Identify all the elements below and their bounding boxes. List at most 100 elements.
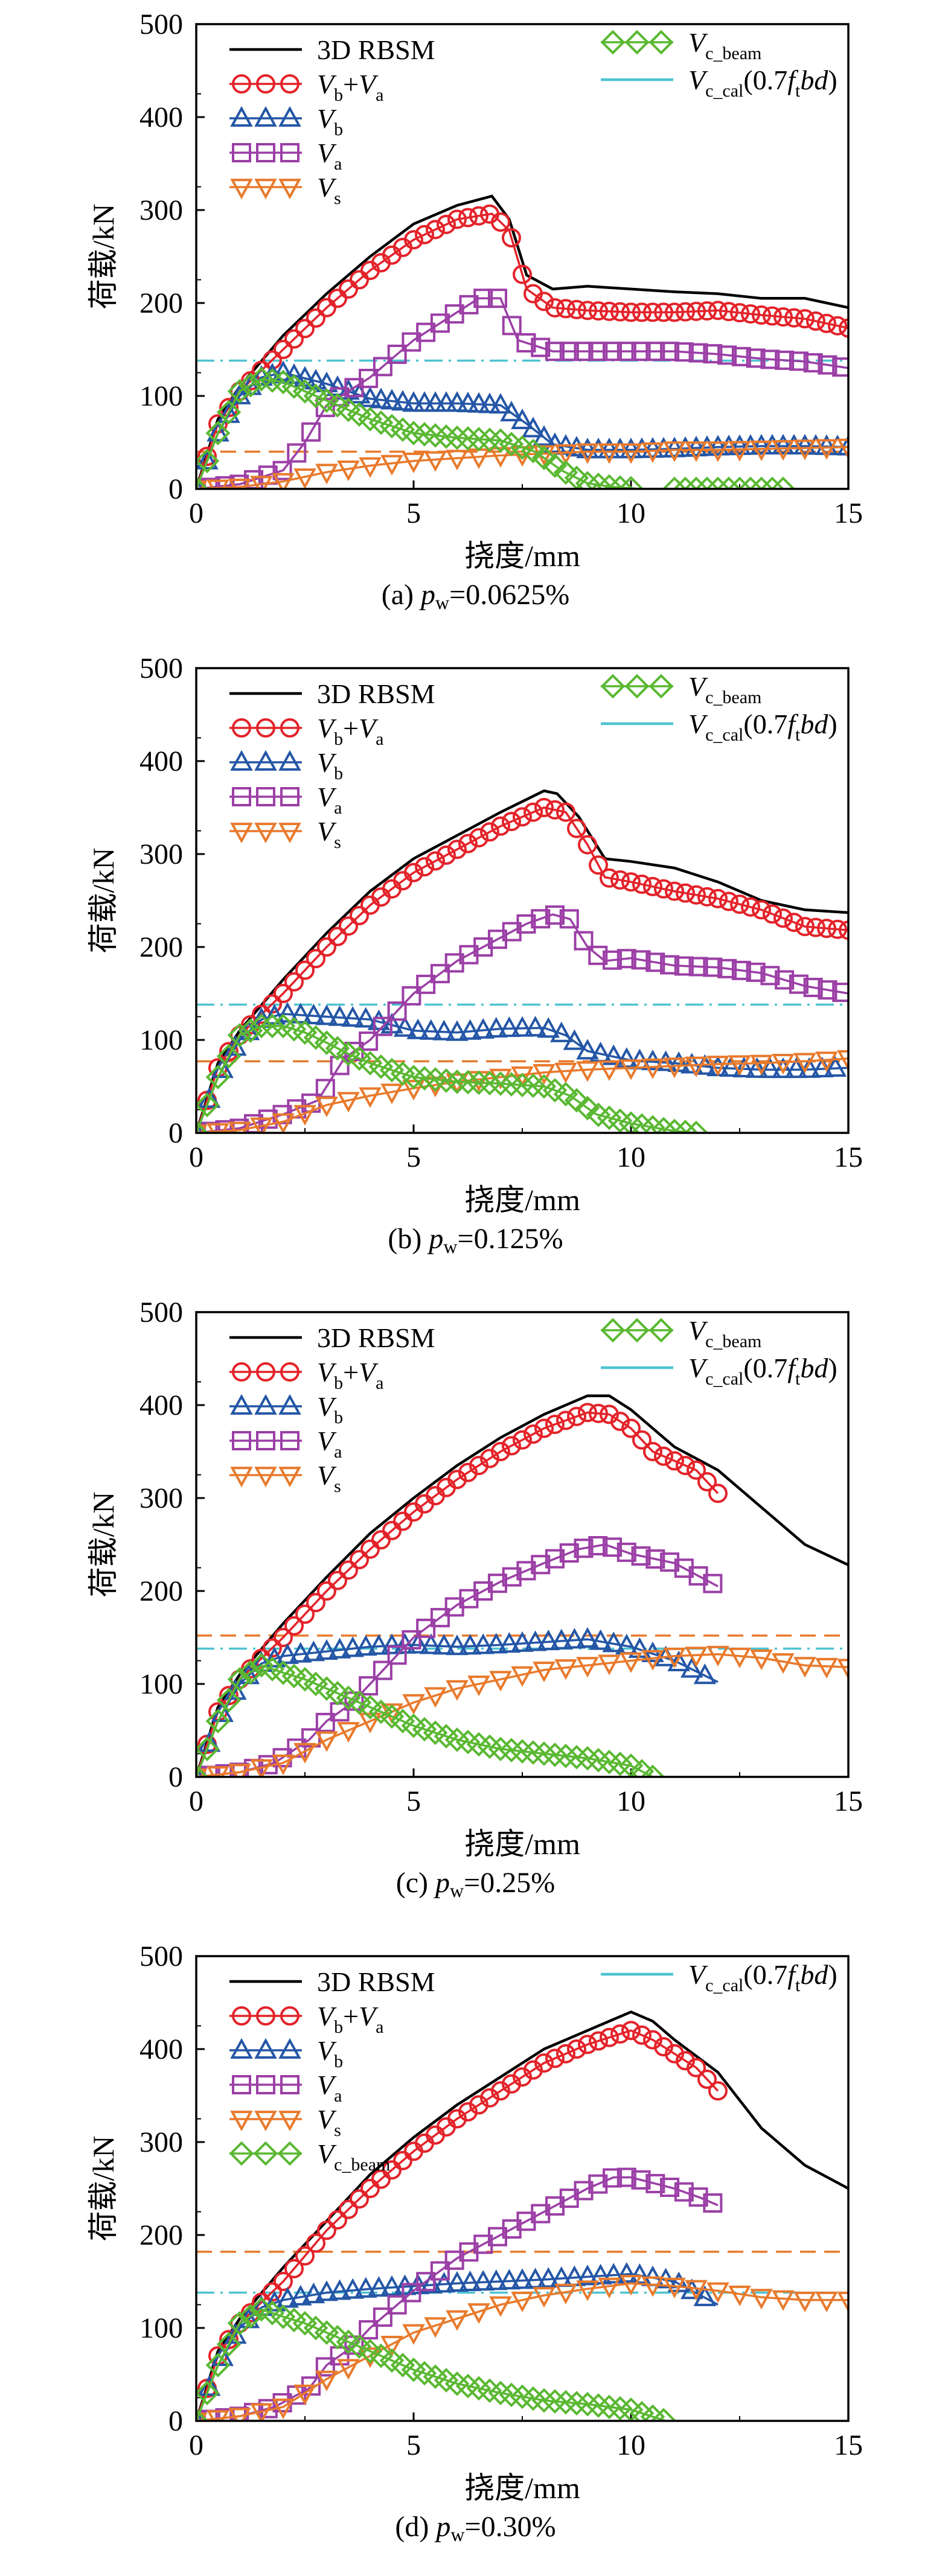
y-tick-label: 400: [139, 2033, 183, 2065]
x-tick-label: 10: [616, 2429, 645, 2461]
data-point-vs: [620, 443, 642, 464]
legend-marker-vc-beam: [648, 674, 674, 699]
data-point-vb-va: [491, 1442, 510, 1461]
data-point-vb: [732, 1056, 755, 1077]
data-point-vc-beam: [455, 426, 481, 451]
data-point-vb: [485, 1633, 508, 1654]
data-point-vb: [458, 2270, 482, 2292]
data-point-vb: [576, 1627, 599, 1648]
data-point-vb-va: [643, 1442, 662, 1461]
legend-marker-vs: [278, 179, 301, 200]
data-point-vb: [563, 1628, 586, 1649]
data-point-vb-va: [773, 908, 793, 928]
data-point-vb-va: [621, 2021, 641, 2041]
legend-label-3d-rbsm: 3D RBSM: [317, 1966, 435, 1997]
data-point-vb-va: [524, 1424, 543, 1444]
data-point-vc-beam: [597, 474, 622, 489]
data-point-va: [416, 322, 436, 342]
data-point-vb: [693, 2285, 717, 2306]
y-tick-label: 500: [139, 1940, 183, 1972]
legend-marker-vb-va: [280, 718, 299, 738]
legend-marker-vb-va: [280, 2006, 299, 2026]
data-point-vb-va: [839, 920, 848, 940]
data-point-va: [760, 966, 780, 986]
data-point-vb: [393, 1016, 417, 1037]
data-point-vb-va: [274, 1628, 293, 1647]
data-point-vb: [413, 391, 436, 412]
series-vc-beam: [196, 2297, 676, 2421]
legend-entry-vs: Vs: [229, 2104, 341, 2140]
legend-entry-3d-rbsm: 3D RBSM: [229, 34, 435, 65]
data-point-vc-beam: [205, 421, 231, 445]
legend-entry-vb-va: Vb+Va: [229, 2001, 384, 2037]
data-point-vb: [289, 1003, 312, 1024]
chart-panel-d: 0 100 200 300 400 500 0 5 10 15 挠度/mm 荷载/kN 3D RBSM V…: [0, 1932, 951, 2576]
data-point-va: [301, 2376, 321, 2396]
data-point-vs: [489, 1671, 512, 1692]
data-point-vb: [746, 1057, 769, 1078]
data-point-vb: [446, 391, 469, 412]
y-tick-label: 300: [139, 194, 183, 226]
data-point-vb: [432, 2272, 456, 2293]
data-point-vb-va: [676, 883, 695, 903]
legend-marker-vc-beam: [624, 674, 650, 699]
data-point-vb: [263, 1647, 286, 1668]
data-point-vs: [815, 439, 838, 460]
data-point-vb: [420, 2272, 443, 2294]
data-point-va: [387, 1001, 407, 1021]
data-point-vb-va: [545, 1414, 565, 1434]
data-point-vc-beam: [564, 1088, 589, 1113]
data-point-vb: [641, 1641, 664, 1662]
legend-entry-vc-beam: Vc_beam: [600, 1315, 761, 1351]
data-point-vc-beam: [216, 2332, 242, 2357]
series-vb-va: [196, 2021, 728, 2421]
data-point-vs: [772, 1653, 795, 1674]
data-point-vb: [302, 1003, 325, 1025]
data-point-vs: [359, 1087, 382, 1108]
legend-label-vs: Vs: [317, 816, 341, 852]
data-point-vb-va: [654, 879, 673, 899]
data-point-va: [430, 2261, 450, 2281]
data-point-vs: [489, 447, 512, 468]
data-point-vb: [824, 1056, 847, 1077]
legend-entry-va: Va: [229, 138, 342, 174]
legend-entry-vb-va: Vb+Va: [229, 69, 384, 105]
data-point-vb-va: [458, 208, 478, 228]
data-point-vs: [685, 441, 708, 462]
legend-marker-vc-beam: [648, 1318, 674, 1343]
data-point-vs: [424, 2317, 447, 2338]
data-point-vc-beam: [553, 460, 578, 485]
legend-marker-va: [256, 787, 275, 806]
data-point-vb-va: [676, 302, 695, 322]
chart-caption-c: (c) pw=0.25%: [0, 1865, 951, 1901]
data-point-va: [359, 1031, 379, 1051]
caption-value: =0.0625%: [449, 579, 570, 611]
data-point-vs: [706, 441, 729, 462]
data-point-vc-beam: [196, 1120, 209, 1133]
data-point-vs: [533, 2287, 556, 2308]
y-tick-label: 300: [139, 838, 183, 870]
data-point-vc-beam: [662, 476, 687, 489]
chart-b: 0 100 200 300 400 500 0 5 10 15 挠度/mm 荷载/kN 3D RBSM V…: [86, 652, 863, 1217]
data-point-vb-va: [426, 851, 445, 871]
y-tick-label: 200: [139, 2219, 183, 2251]
data-point-vb: [341, 1006, 364, 1027]
data-point-va: [516, 333, 536, 352]
data-point-vb-va: [708, 1484, 728, 1503]
data-point-vc-beam: [520, 438, 546, 464]
data-point-vb: [576, 2265, 599, 2286]
data-point-vb-va: [306, 1593, 325, 1613]
data-point-vb-va: [676, 1456, 695, 1476]
data-point-vs: [315, 1096, 338, 1118]
legend-label-vc-beam: Vc_beam: [688, 671, 761, 707]
legend-entry-vs: Vs: [229, 1460, 341, 1496]
data-point-vc-beam: [575, 2391, 600, 2417]
y-axis-label: 荷载/kN: [86, 848, 120, 954]
data-point-vs: [837, 1050, 848, 1071]
data-point-vb: [263, 2291, 286, 2312]
data-point-vb-va: [806, 917, 825, 937]
data-point-vb-va: [828, 316, 847, 336]
data-point-vb-va: [491, 212, 510, 232]
data-point-vb-va: [763, 904, 782, 924]
